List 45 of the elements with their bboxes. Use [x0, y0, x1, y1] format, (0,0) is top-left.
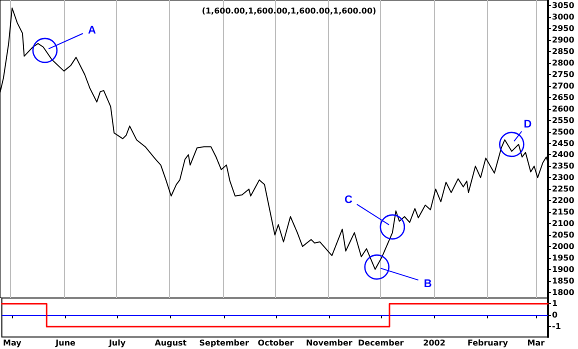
- y-tick-label: 2550: [552, 116, 575, 125]
- x-tick-label: August: [154, 338, 187, 348]
- y-tick-label: 2400: [552, 150, 575, 160]
- y-tick-label: 2800: [552, 58, 575, 68]
- x-tick-label: February: [467, 338, 509, 348]
- y-tick-label: 2450: [552, 138, 575, 148]
- y-tick-label: 2300: [552, 173, 575, 182]
- y-tick-label: 1: [552, 299, 558, 308]
- y-tick-label: 0: [552, 310, 558, 320]
- y-tick-label: 2100: [552, 219, 575, 228]
- annotation: B: [424, 278, 432, 290]
- y-tick-label: -1: [552, 322, 562, 332]
- annotation: C: [344, 194, 352, 206]
- y-tick-label: 2250: [552, 184, 575, 194]
- y-tick-label: 2150: [552, 208, 575, 217]
- x-tick-label: 2002: [423, 338, 446, 348]
- y-tick-label: 2900: [552, 36, 575, 45]
- x-tick-label: September: [199, 338, 249, 348]
- x-tick-label: June: [54, 338, 76, 348]
- x-tick-label: July: [108, 338, 126, 348]
- y-tick-label: 2050: [552, 230, 575, 240]
- y-tick-label: 2850: [552, 47, 575, 56]
- y-tick-label: 1950: [552, 253, 575, 262]
- y-tick-label: 2200: [552, 196, 575, 206]
- y-tick-label: 2650: [552, 92, 575, 102]
- text: (1,600.00,1,600.00,1,600.00,1,600.00): [202, 6, 376, 16]
- annotation: A: [88, 24, 96, 36]
- y-tick-label: 2600: [552, 104, 575, 114]
- y-tick-label: 1900: [552, 264, 575, 274]
- y-tick-label: 2950: [552, 24, 575, 34]
- y-tick-label: 2500: [552, 127, 575, 136]
- x-tick-label: December: [358, 338, 404, 348]
- y-tick-label: 2350: [552, 162, 575, 171]
- y-tick-label: 1850: [552, 276, 575, 286]
- y-tick-label: 1800: [552, 288, 575, 297]
- y-tick-label: 2750: [552, 70, 575, 79]
- y-tick-label: 3050: [552, 1, 575, 10]
- annotation: D: [524, 118, 532, 130]
- x-tick-label: May: [3, 338, 22, 348]
- x-tick-label: Mar: [527, 338, 545, 348]
- y-tick-label: 2000: [552, 242, 575, 251]
- x-tick-label: November: [306, 338, 352, 348]
- x-tick-label: October: [258, 338, 294, 348]
- y-tick-label: 3000: [552, 12, 575, 22]
- y-tick-label: 2700: [552, 81, 575, 90]
